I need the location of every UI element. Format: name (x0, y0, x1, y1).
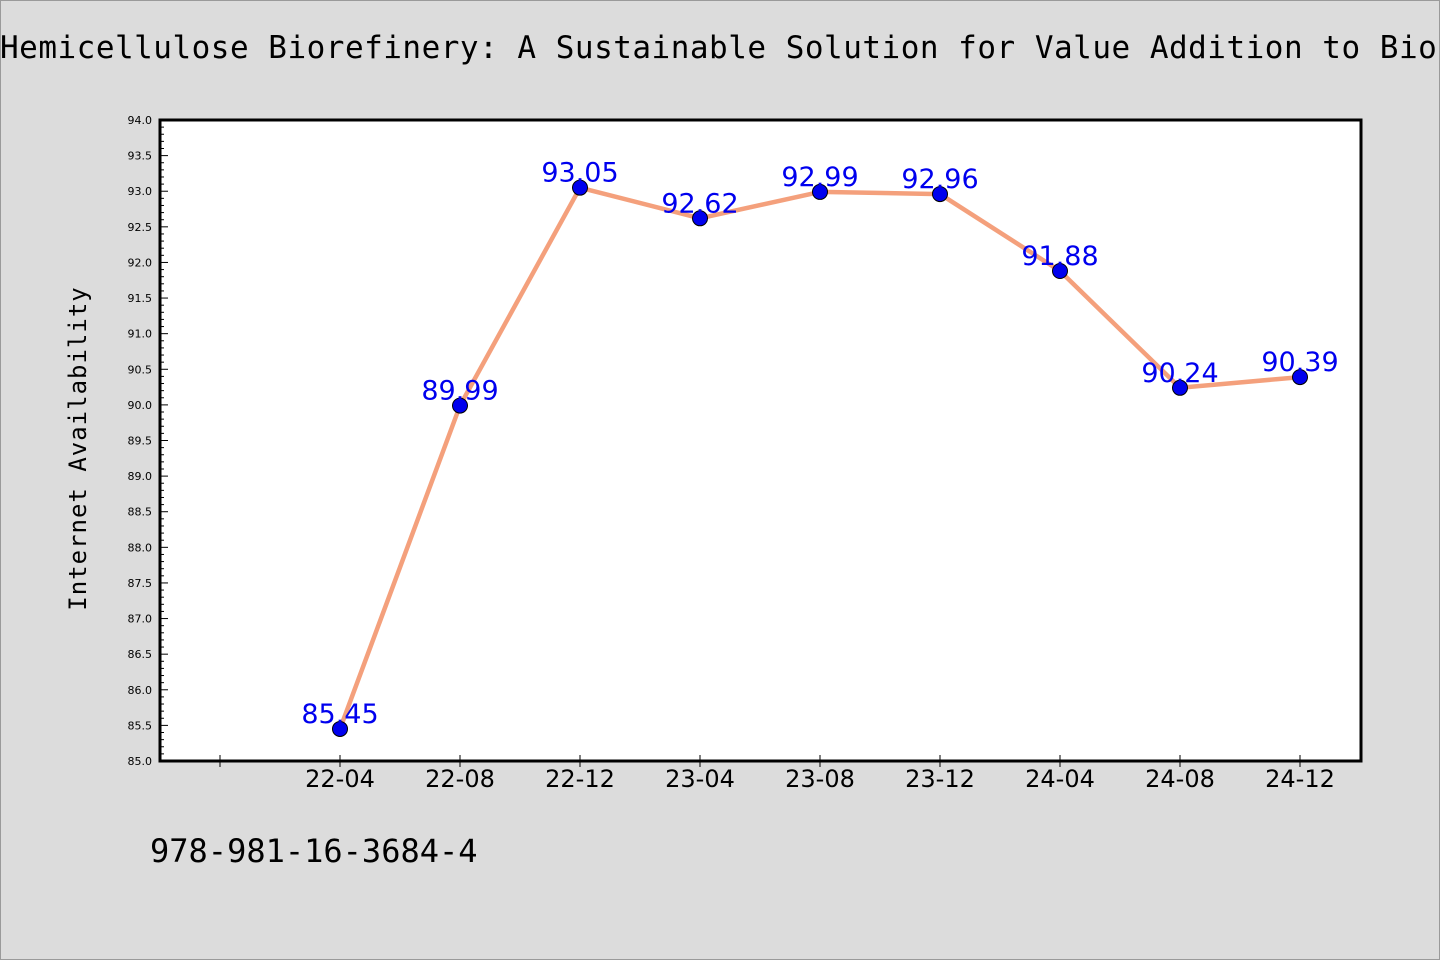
data-point-label: 89.99 (421, 376, 498, 407)
data-point-marker (692, 210, 708, 227)
isbn-footer: 978-981-16-3684-4 (150, 832, 478, 870)
y-tick-label: 92.5 (128, 221, 153, 234)
y-tick-label: 86.5 (128, 648, 153, 661)
x-tick-label: 22-12 (545, 765, 615, 793)
data-point-marker (572, 179, 588, 196)
data-point-marker (812, 183, 828, 200)
x-tick-label: 24-12 (1265, 765, 1335, 793)
y-tick-label: 90.5 (128, 363, 153, 376)
y-tick-label: 89.5 (128, 435, 153, 448)
y-tick-label: 93.0 (128, 185, 153, 198)
data-point-marker (332, 720, 348, 737)
data-point-label: 90.39 (1261, 347, 1338, 378)
data-point-marker (1052, 262, 1068, 279)
x-tick-label: 22-04 (305, 765, 375, 793)
y-tick-label: 88.0 (128, 541, 153, 554)
data-point-marker (932, 186, 948, 203)
y-tick-label: 93.5 (128, 150, 153, 163)
data-point-marker (452, 397, 468, 414)
y-tick-label: 88.5 (128, 506, 153, 519)
y-tick-label: 85.5 (128, 719, 153, 732)
y-tick-label: 89.0 (128, 470, 153, 483)
y-tick-label: 91.0 (128, 328, 153, 341)
data-point-label: 93.05 (541, 158, 618, 189)
y-axis-label: Internet Availability (64, 286, 92, 610)
x-tick-label: 23-12 (905, 765, 975, 793)
y-tick-label: 91.5 (128, 292, 153, 305)
data-point-label: 85.45 (301, 699, 378, 730)
y-tick-label: 86.0 (128, 684, 153, 697)
x-tick-label: 22-08 (425, 765, 495, 793)
data-point-label: 91.88 (1021, 241, 1098, 272)
data-point-label: 92.99 (781, 162, 858, 193)
y-tick-label: 87.5 (128, 577, 153, 590)
y-tick-label: 87.0 (128, 613, 153, 626)
x-tick-label: 24-04 (1025, 765, 1095, 793)
y-tick-label: 92.0 (128, 256, 153, 269)
plot-area (160, 120, 1361, 761)
data-point-label: 90.24 (1141, 358, 1218, 389)
data-point-label: 92.62 (661, 188, 738, 219)
data-point-marker (1292, 369, 1308, 386)
y-tick-label: 90.0 (128, 399, 153, 412)
y-tick-label: 85.0 (128, 755, 153, 768)
data-point-label: 92.96 (901, 164, 978, 195)
chart-title: Hemicellulose Biorefinery: A Sustainable… (0, 30, 1440, 66)
x-tick-label: 24-08 (1145, 765, 1215, 793)
x-tick-label: 23-04 (665, 765, 735, 793)
plot-border (158, 118, 1363, 763)
data-point-marker (1172, 379, 1188, 396)
y-tick-label: 94.0 (128, 114, 153, 127)
x-tick-label: 23-08 (785, 765, 855, 793)
